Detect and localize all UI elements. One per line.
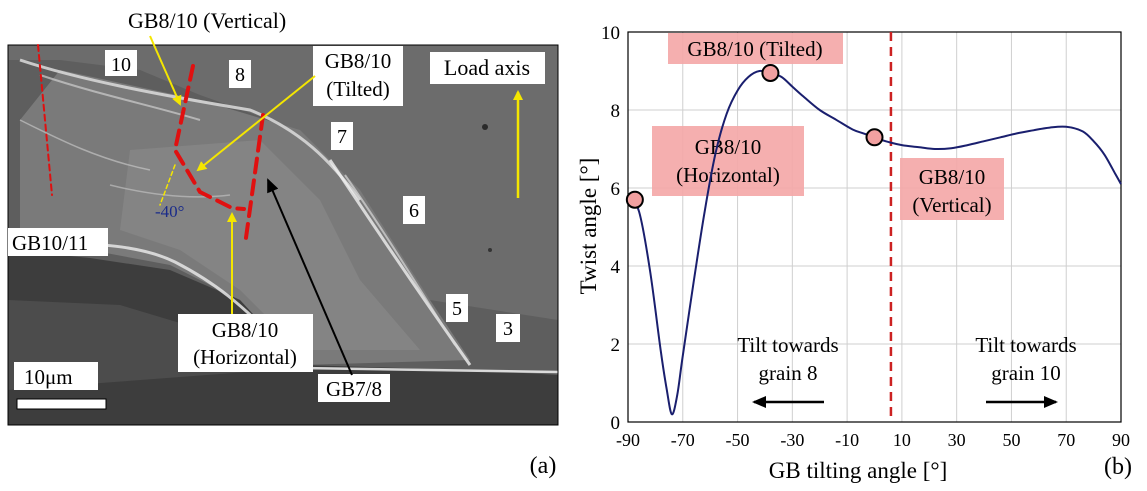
grain-3: 3 bbox=[503, 318, 513, 340]
callout-tilted: GB8/10 (Tilted) bbox=[687, 37, 822, 61]
marker-point bbox=[625, 190, 644, 209]
panel-a-label: (a) bbox=[530, 453, 557, 479]
scale-bar bbox=[16, 398, 107, 410]
panel-b-label: (b) bbox=[1104, 454, 1132, 480]
x-tick-label: -30 bbox=[780, 430, 804, 450]
scale-bar-label: 10μm bbox=[24, 365, 73, 389]
tilt-left-line1: Tilt towards bbox=[737, 333, 838, 357]
angle-reference bbox=[159, 164, 176, 206]
y-tick-label: 10 bbox=[601, 23, 620, 44]
plot-frame bbox=[627, 31, 1122, 423]
angle-label: -40° bbox=[155, 202, 184, 221]
gb-traces bbox=[37, 44, 265, 247]
gb-tilted-arrow bbox=[196, 75, 316, 172]
sem-image bbox=[8, 45, 558, 425]
gb10-11-label: GB10/11 bbox=[12, 231, 88, 255]
tilt-left-line2: grain 8 bbox=[759, 361, 818, 385]
grain-8: 8 bbox=[235, 64, 245, 86]
callout-horizontal-bg bbox=[652, 126, 804, 196]
gb7-8-arrow bbox=[267, 178, 353, 376]
gb-horizontal-label-line1: GB8/10 bbox=[212, 318, 279, 342]
callout-vertical-bg bbox=[900, 158, 1004, 220]
callout-tilted-bg bbox=[668, 33, 843, 64]
x-axis-label: GB tilting angle [°] bbox=[769, 458, 947, 483]
x-tick-label: 50 bbox=[1002, 430, 1020, 450]
gb-vertical-arrow bbox=[149, 35, 182, 106]
y-axis-label: Twist angle [°] bbox=[576, 158, 601, 295]
twist-angle-chart: -90 -70 -50 -30 -10 10 30 50 70 90 0 2 4 6 8 10 GB8/10… bbox=[576, 23, 1132, 483]
x-tick-label: -90 bbox=[616, 430, 640, 450]
grain-6: 6 bbox=[409, 200, 419, 222]
y-tick-label: 6 bbox=[611, 179, 621, 200]
gb8-10-trace bbox=[172, 64, 246, 211]
marker-point bbox=[761, 63, 780, 82]
grain-7: 7 bbox=[337, 126, 347, 148]
gb10-11-trace bbox=[37, 44, 53, 196]
callout-vertical-line2: (Vertical) bbox=[912, 193, 991, 217]
grain-5: 5 bbox=[452, 298, 462, 320]
x-tick-label: -70 bbox=[671, 430, 695, 450]
callout-horizontal-line1: GB8/10 bbox=[695, 135, 762, 159]
grain-10: 10 bbox=[111, 54, 131, 76]
gb-tilted-label-line1: GB8/10 bbox=[325, 49, 392, 73]
gb-tilted-label-line2: (Tilted) bbox=[326, 77, 389, 101]
gb8-10-right-trace bbox=[243, 113, 265, 247]
gb-horizontal-label-line2: (Horizontal) bbox=[193, 345, 297, 369]
y-tick-label: 4 bbox=[611, 257, 621, 278]
x-tick-label: 10 bbox=[893, 430, 911, 450]
marker-point bbox=[865, 128, 884, 147]
gb-vertical-label: GB8/10 (Vertical) bbox=[128, 8, 286, 33]
markers bbox=[625, 63, 884, 209]
y-tick-label: 0 bbox=[611, 413, 621, 434]
x-tick-label: -50 bbox=[726, 430, 750, 450]
callout-horizontal-line2: (Horizontal) bbox=[676, 163, 780, 187]
x-tick-label: 90 bbox=[1112, 430, 1130, 450]
x-tick-label: 30 bbox=[948, 430, 966, 450]
x-axis-ticks: -90 -70 -50 -30 -10 10 30 50 70 90 bbox=[616, 430, 1130, 450]
gb7-8-label: GB7/8 bbox=[326, 377, 382, 401]
y-axis-ticks: 0 2 4 6 8 10 bbox=[601, 23, 621, 434]
x-tick-label: 70 bbox=[1057, 430, 1075, 450]
callout-vertical-line1: GB8/10 bbox=[919, 165, 986, 189]
grain-labels: 10 8 7 6 5 3 bbox=[105, 50, 520, 342]
y-tick-label: 2 bbox=[611, 335, 621, 356]
series-line bbox=[627, 69, 1122, 416]
tilt-right-line2: grain 10 bbox=[991, 361, 1060, 385]
x-tick-label: -10 bbox=[835, 430, 859, 450]
tilt-right-line1: Tilt towards bbox=[975, 333, 1076, 357]
y-tick-label: 8 bbox=[611, 101, 621, 122]
load-axis-label: Load axis bbox=[444, 55, 530, 80]
